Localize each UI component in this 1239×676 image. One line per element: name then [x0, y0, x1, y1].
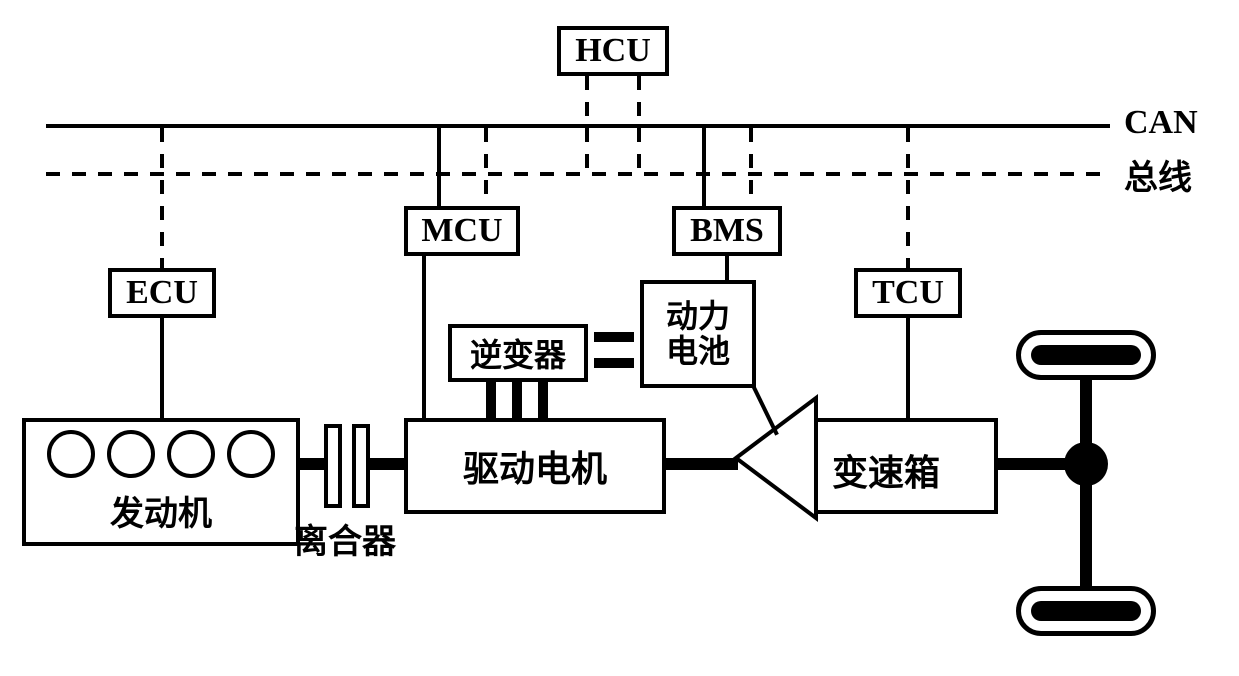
clutch-plate-right [352, 424, 370, 508]
inverter-text: 逆变器 [470, 330, 566, 376]
ecu-to-engine [160, 318, 164, 418]
tcu-bus-dashed [906, 128, 910, 268]
mcu-bus-solid [437, 128, 441, 206]
ecu-box: ECU [108, 268, 216, 318]
inverter-box: 逆变器 [448, 324, 588, 382]
battery-text-2: 电池 [666, 334, 730, 369]
clutch-plate-left [324, 424, 342, 508]
bms-bus-solid [702, 128, 706, 206]
cylinder-icon [167, 430, 215, 478]
cylinder-icon [47, 430, 95, 478]
hcu-to-bus-left [585, 76, 589, 174]
inverter-motor-bar-2 [512, 382, 522, 418]
mcu-box: MCU [404, 206, 520, 256]
inverter-motor-bar-1 [486, 382, 496, 418]
ecu-bus-dashed [160, 128, 164, 268]
engine-box: 发动机 [22, 418, 300, 546]
shaft-motor-gearbox [666, 458, 738, 470]
gearbox-text: 变速箱 [832, 444, 940, 496]
cylinder-icon [227, 430, 275, 478]
inverter-battery-bar-1 [594, 332, 634, 342]
axle-hub-icon [1064, 442, 1108, 486]
mcu-to-motor [422, 256, 426, 418]
hcu-text: HCU [575, 32, 651, 70]
can-label: CAN [1124, 104, 1198, 142]
wheel-top [1016, 330, 1156, 380]
battery-text-1: 动力 [666, 299, 730, 334]
can-bus-solid [46, 124, 1110, 128]
cylinder-icon [107, 430, 155, 478]
battery-box: 动力 电池 [640, 280, 756, 388]
bus-label: 总线 [1124, 150, 1192, 199]
wheel-bottom [1016, 586, 1156, 636]
can-bus-dashed [46, 172, 1110, 176]
inverter-motor-bar-3 [538, 382, 548, 418]
bms-bus-dashed [749, 128, 753, 206]
ecu-text: ECU [126, 274, 198, 312]
shaft-clutch-motor [370, 458, 404, 470]
clutch-text: 离合器 [294, 514, 396, 563]
bms-to-battery [725, 256, 729, 282]
inverter-battery-bar-2 [594, 358, 634, 368]
tcu-box: TCU [854, 268, 962, 318]
motor-box: 驱动电机 [404, 418, 666, 514]
shaft-engine-clutch [300, 458, 324, 470]
bms-box: BMS [672, 206, 782, 256]
wheel-top-inner [1031, 345, 1141, 365]
wheel-bottom-inner [1031, 601, 1141, 621]
hcu-box: HCU [557, 26, 669, 76]
engine-text: 发动机 [110, 486, 212, 535]
motor-text: 驱动电机 [463, 440, 607, 492]
mcu-text: MCU [421, 212, 502, 250]
mcu-bus-dashed [484, 128, 488, 206]
tcu-text: TCU [872, 274, 944, 312]
hcu-to-bus-right [637, 76, 641, 174]
diagram-root: CAN 总线 HCU ECU MCU BMS TCU 动力 电池 逆变器 [0, 0, 1239, 676]
engine-cylinders [47, 430, 275, 478]
bms-text: BMS [690, 212, 764, 250]
